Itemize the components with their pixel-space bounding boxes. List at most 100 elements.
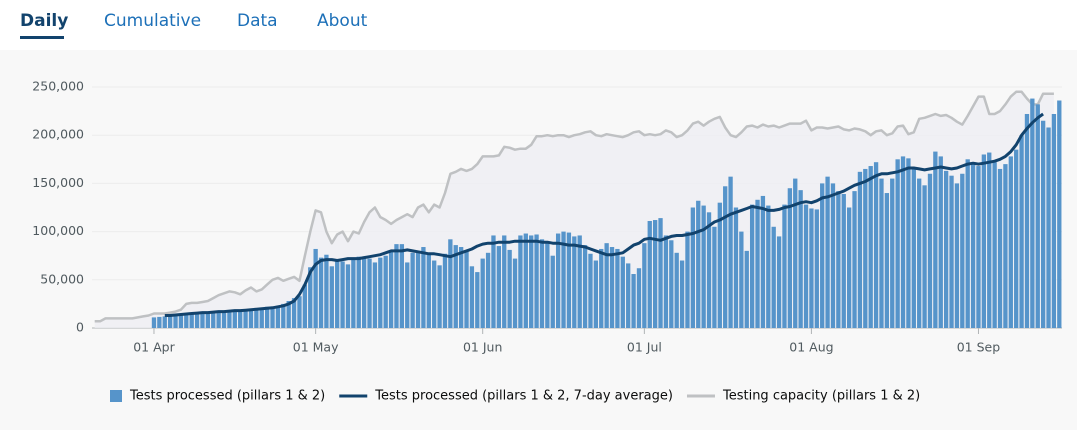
bar xyxy=(690,207,696,328)
bar xyxy=(394,244,399,328)
bar xyxy=(787,188,793,328)
bar xyxy=(604,243,609,328)
bar xyxy=(491,235,496,328)
bar xyxy=(157,316,162,328)
bar xyxy=(167,315,173,328)
bar xyxy=(405,262,410,328)
tab-cumulative[interactable]: Cumulative xyxy=(104,11,201,31)
bar xyxy=(415,250,421,328)
bar xyxy=(960,173,965,328)
bar xyxy=(868,166,873,328)
bar xyxy=(194,312,200,328)
bar xyxy=(1040,120,1046,329)
bar xyxy=(178,314,184,328)
tab-data[interactable]: Data xyxy=(237,11,278,31)
bar xyxy=(485,252,491,328)
bar xyxy=(329,266,334,328)
bar xyxy=(1003,164,1008,328)
bar xyxy=(825,176,830,328)
bar xyxy=(378,257,383,328)
bar xyxy=(943,170,949,328)
legend-label: Tests processed (pillars 1 & 2, 7-day av… xyxy=(374,389,673,404)
bar xyxy=(361,257,367,328)
bar xyxy=(426,254,431,328)
bar xyxy=(238,309,243,328)
bar xyxy=(626,263,631,328)
bar xyxy=(291,298,297,328)
bar xyxy=(782,204,787,328)
bar xyxy=(841,194,846,328)
bar xyxy=(836,191,841,328)
capacity-area xyxy=(94,91,1054,328)
active-tab-underline xyxy=(20,36,64,39)
bar xyxy=(1014,149,1019,328)
bar xyxy=(555,233,561,328)
bar xyxy=(599,248,604,328)
bar xyxy=(254,308,259,328)
bar xyxy=(744,250,749,328)
bar xyxy=(771,226,776,328)
bar xyxy=(561,231,566,328)
bar xyxy=(679,260,685,328)
bar xyxy=(512,258,518,328)
bar xyxy=(399,244,405,328)
bar xyxy=(243,309,248,328)
bar xyxy=(793,178,798,328)
bar xyxy=(442,253,448,328)
bar xyxy=(669,240,674,328)
bar xyxy=(1046,127,1051,328)
y-tick-label: 150,000 xyxy=(32,175,84,190)
bar xyxy=(270,308,275,328)
y-tick-label: 100,000 xyxy=(32,223,84,238)
tab-daily[interactable]: Daily xyxy=(20,11,68,31)
bar xyxy=(701,205,706,328)
x-tick-label: 01 Apr xyxy=(133,340,175,355)
bar xyxy=(884,193,890,328)
bar xyxy=(917,178,922,328)
bar xyxy=(345,264,351,328)
bar xyxy=(453,245,458,328)
bar xyxy=(674,252,679,328)
bar xyxy=(615,248,620,328)
bar xyxy=(846,207,852,328)
bar xyxy=(706,212,712,328)
bar xyxy=(308,267,313,328)
bar xyxy=(539,239,545,328)
bar xyxy=(173,314,178,328)
bar xyxy=(798,190,803,328)
bar xyxy=(863,168,868,328)
bar xyxy=(410,252,415,328)
bar xyxy=(987,152,992,328)
bar xyxy=(922,185,927,328)
bar xyxy=(992,162,997,328)
bar xyxy=(1057,100,1062,328)
bar xyxy=(529,235,534,328)
bar xyxy=(609,247,615,328)
bar xyxy=(803,204,809,328)
bar xyxy=(162,316,167,328)
bar xyxy=(938,156,943,328)
bar xyxy=(954,183,960,328)
bar xyxy=(760,195,766,328)
x-tick-label: 01 Aug xyxy=(789,340,833,355)
tab-about[interactable]: About xyxy=(317,11,368,31)
bar xyxy=(264,306,270,328)
bar xyxy=(259,307,264,328)
bar xyxy=(830,183,836,328)
bar xyxy=(318,257,324,328)
bar xyxy=(518,235,523,328)
line xyxy=(94,90,1054,323)
bar xyxy=(663,235,669,328)
bar xyxy=(809,208,814,328)
bar xyxy=(852,191,857,328)
bar xyxy=(890,178,895,328)
bar xyxy=(647,220,652,328)
bar xyxy=(313,248,318,328)
bar xyxy=(286,301,291,328)
bar xyxy=(981,154,987,328)
bar xyxy=(933,151,938,328)
bar xyxy=(814,209,819,328)
bar xyxy=(189,313,194,328)
bar xyxy=(221,310,227,328)
